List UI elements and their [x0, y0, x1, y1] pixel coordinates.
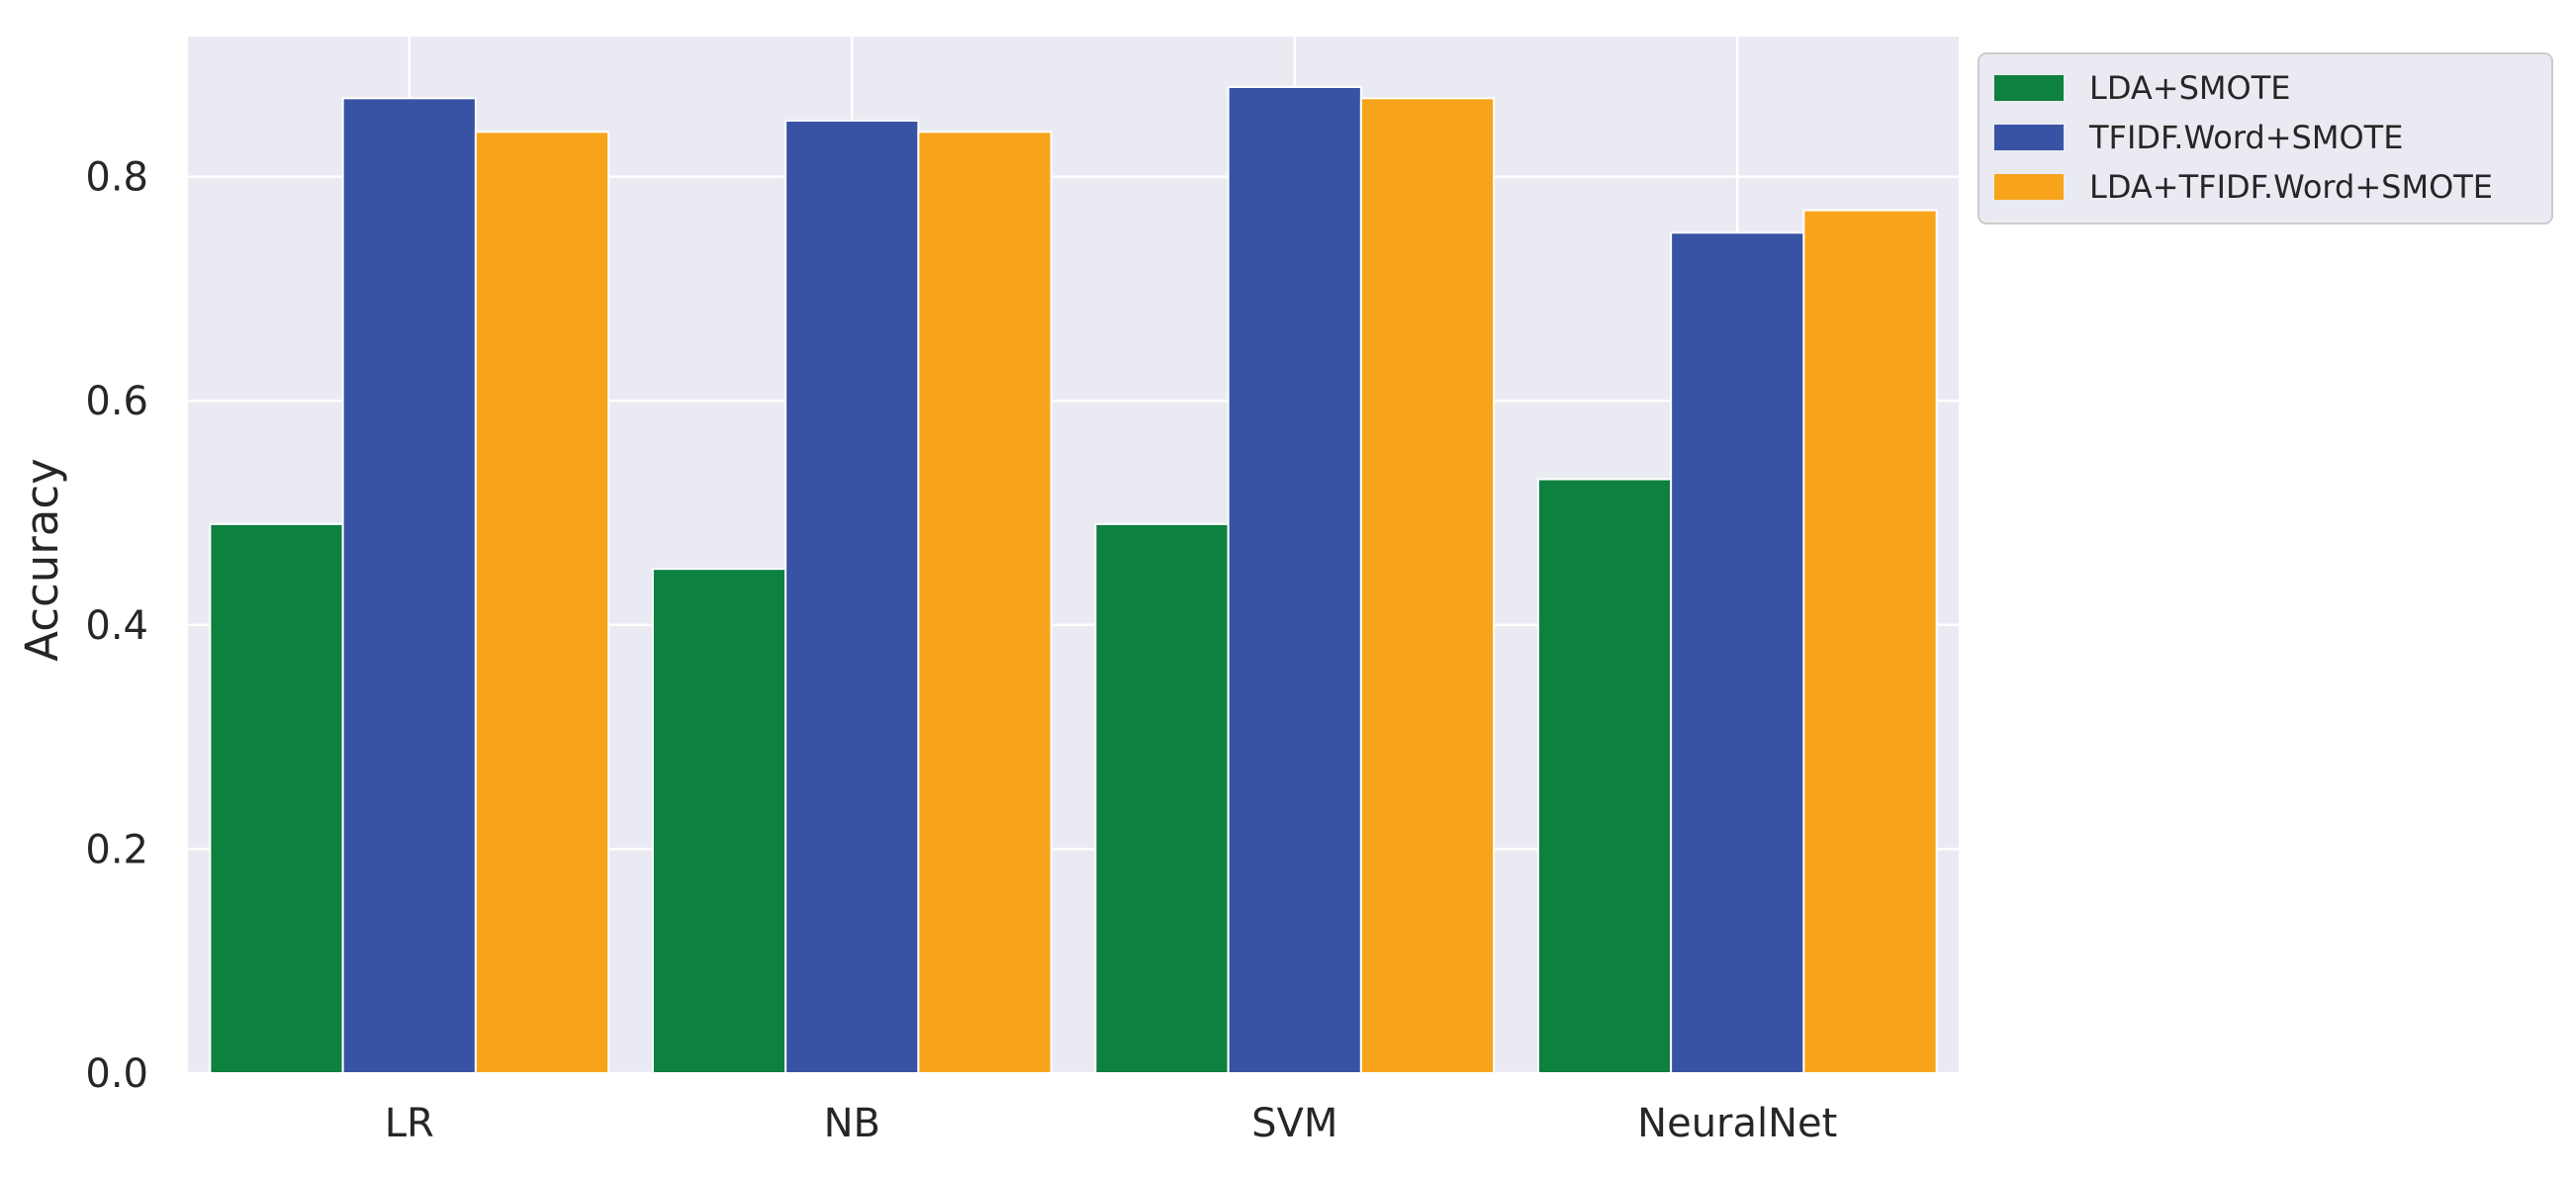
bar-tfidf-word-smote-svm — [1227, 85, 1362, 1075]
y-tick-label: 0.0 — [85, 1051, 148, 1097]
bar-lda-tfidf-word-smote-neuralnet — [1802, 209, 1938, 1074]
legend-label: LDA+SMOTE — [2089, 69, 2290, 107]
x-tick-label: NB — [824, 1101, 880, 1146]
bar-tfidf-word-smote-lr — [341, 97, 477, 1074]
bars — [209, 85, 1938, 1075]
y-axis-title: Accuracy — [16, 458, 68, 661]
bar-tfidf-word-smote-neuralnet — [1670, 231, 1805, 1074]
bar-lda-smote-nb — [651, 568, 787, 1074]
legend-label: TFIDF.Word+SMOTE — [2088, 119, 2403, 156]
legend-box — [1978, 52, 2553, 225]
bar-lda-tfidf-word-smote-lr — [474, 131, 610, 1075]
y-tick-label: 0.6 — [85, 379, 148, 424]
y-axis-ticks: 0.0 0.2 0.4 0.6 0.8 — [85, 155, 148, 1097]
x-axis-ticks: LR NB SVM NeuralNet — [385, 1101, 1838, 1146]
bar-lda-smote-svm — [1094, 522, 1230, 1074]
bar-lda-smote-lr — [209, 522, 344, 1074]
legend-swatch — [1994, 75, 2064, 101]
legend-label: LDA+TFIDF.Word+SMOTE — [2089, 168, 2493, 206]
x-tick-label: NeuralNet — [1637, 1101, 1837, 1146]
x-tick-label: LR — [385, 1101, 434, 1146]
legend: LDA+SMOTE TFIDF.Word+SMOTE LDA+TFIDF.Word+… — [1978, 52, 2553, 225]
y-tick-label: 0.2 — [85, 827, 148, 872]
bar-tfidf-word-smote-nb — [784, 119, 920, 1075]
bar-lda-tfidf-word-smote-nb — [917, 131, 1053, 1075]
bar-lda-smote-neuralnet — [1536, 478, 1673, 1074]
bar-lda-tfidf-word-smote-svm — [1359, 97, 1496, 1074]
x-tick-label: SVM — [1251, 1101, 1337, 1146]
legend-swatch — [1994, 174, 2064, 200]
legend-swatch — [1994, 125, 2064, 150]
y-tick-label: 0.8 — [85, 155, 148, 201]
y-tick-label: 0.4 — [85, 603, 148, 649]
